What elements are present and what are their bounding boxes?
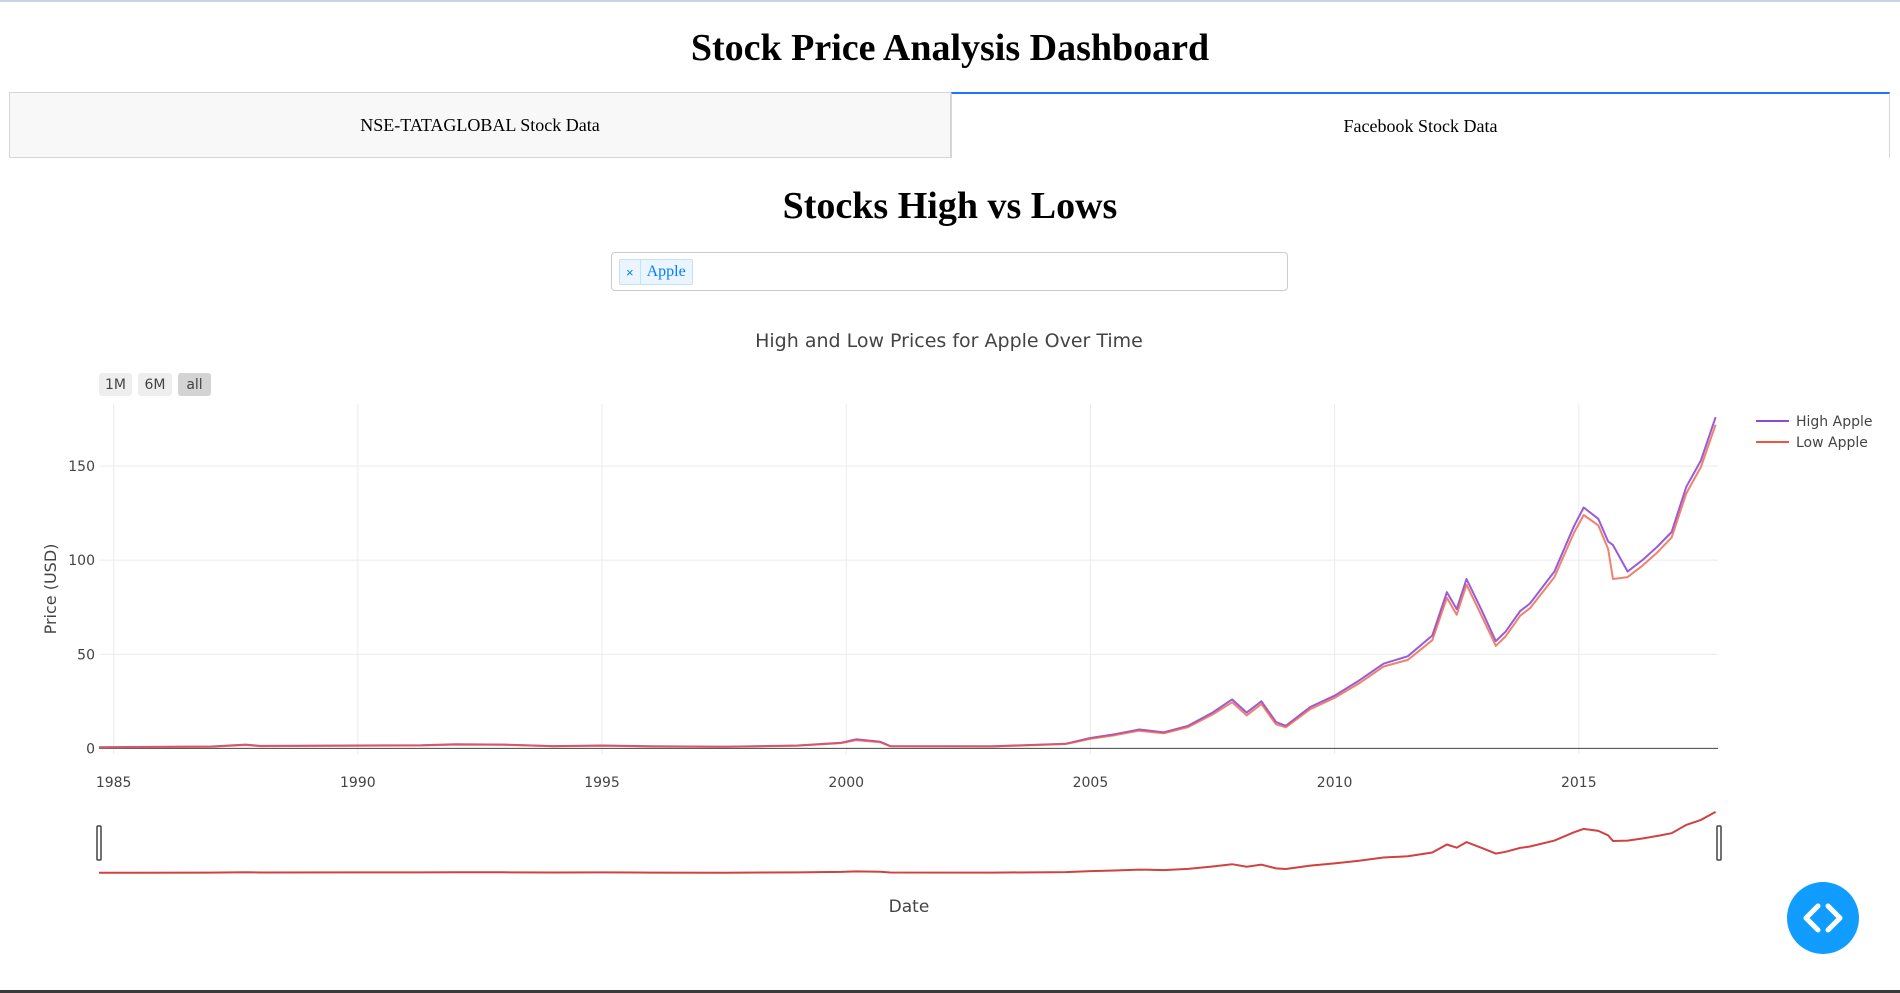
range-slider-bg[interactable] (99, 804, 1718, 878)
range-button-1m[interactable] (99, 373, 132, 396)
tab-bar: NSE-TATAGLOBAL Stock Data Facebook Stock… (9, 92, 1890, 160)
series-line-high-apple (98, 416, 1717, 749)
x-tick-label: 1985 (96, 775, 132, 791)
range-button-6m[interactable] (138, 373, 172, 396)
x-tick-label: 2015 (1561, 775, 1597, 791)
selected-chip-apple: × Apple (619, 259, 693, 285)
range-button-label: 1M (105, 377, 126, 393)
chip-remove-icon[interactable]: × (620, 260, 641, 284)
page-title: Stock Price Analysis Dashboard (690, 27, 1210, 69)
legend-label: High Apple (1796, 414, 1872, 430)
code-chevrons-icon (1803, 903, 1843, 933)
y-tick-label: 150 (68, 459, 95, 475)
x-tick-label: 1990 (340, 775, 376, 791)
code-toggle-button[interactable] (1787, 882, 1859, 954)
range-button-label: all (186, 377, 202, 393)
chart-title: High and Low Prices for Apple Over Time (755, 330, 1143, 352)
range-slider-handle-left[interactable] (96, 825, 102, 861)
range-slider-handle-right[interactable] (1716, 825, 1722, 861)
x-tick-label: 2000 (828, 775, 864, 791)
tab-nse-tataglobal[interactable]: NSE-TATAGLOBAL Stock Data (9, 92, 951, 158)
section-title: Stocks High vs Lows (782, 185, 1118, 227)
chip-label: Apple (646, 263, 686, 280)
y-tick-label: 50 (77, 647, 95, 663)
tab-facebook[interactable]: Facebook Stock Data (951, 92, 1890, 158)
range-button-label: 6M (145, 377, 166, 393)
x-tick-label: 1995 (584, 775, 620, 791)
legend-label: Low Apple (1796, 435, 1868, 451)
range-slider-trace (98, 811, 1717, 874)
y-tick-label: 0 (86, 741, 95, 757)
bottom-border (0, 990, 1900, 993)
y-tick-label: 100 (68, 553, 95, 569)
x-axis-label: Date (889, 897, 930, 917)
top-border (0, 0, 1900, 2)
x-tick-label: 2010 (1317, 775, 1353, 791)
stock-multi-select[interactable]: × Apple (611, 252, 1288, 291)
x-tick-label: 2005 (1073, 775, 1109, 791)
y-axis-label: Price (USD) (41, 544, 60, 635)
series-line-low-apple (98, 424, 1717, 749)
range-button-all[interactable] (178, 373, 211, 396)
